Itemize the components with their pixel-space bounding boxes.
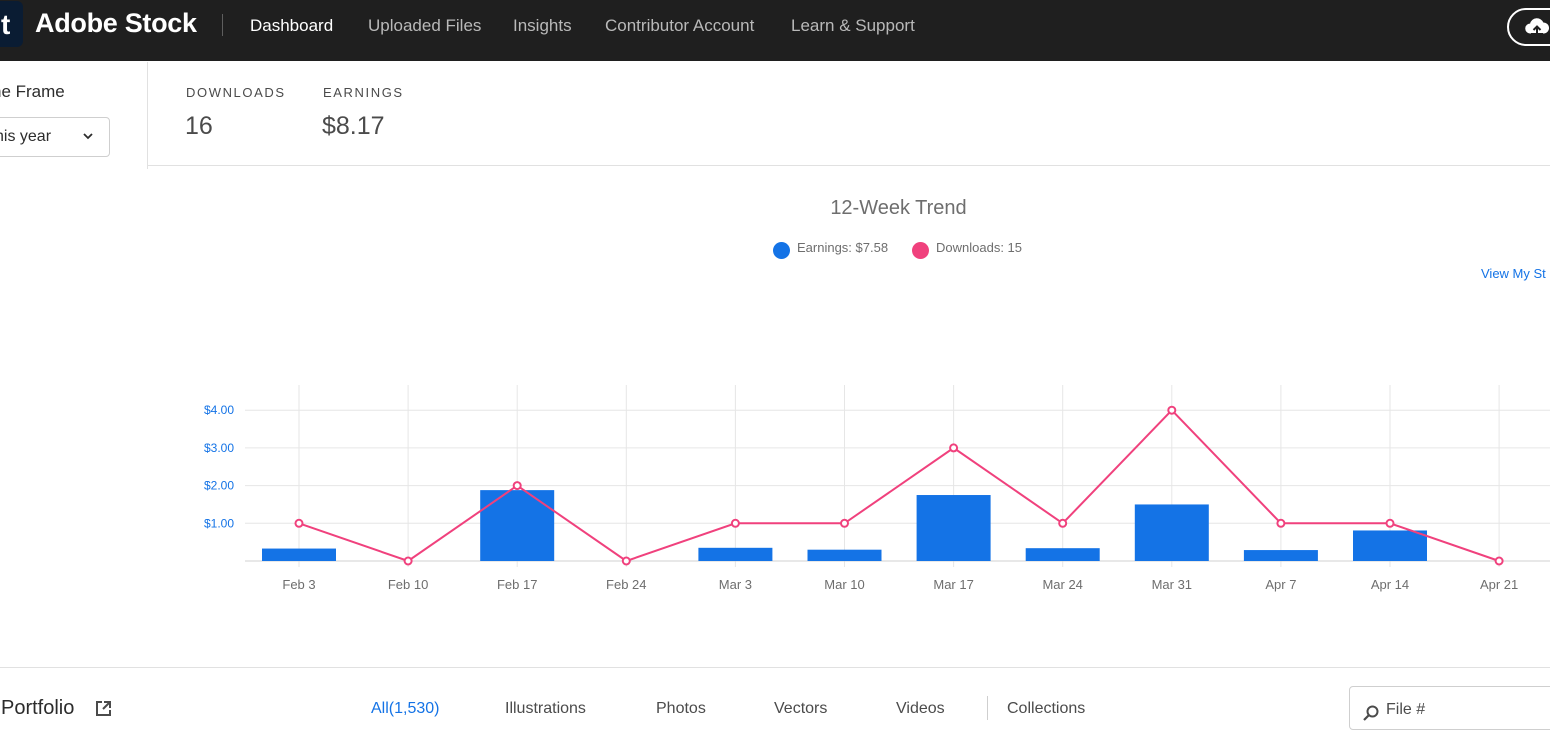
x-tick-label: Mar 24 [1042,577,1082,592]
x-tick-label: Feb 24 [606,577,646,592]
earnings-label: EARNINGS [323,85,404,100]
downloads-label: DOWNLOADS [186,85,286,100]
portfolio-divider [0,667,1550,668]
downloads-point[interactable] [1385,518,1395,528]
earnings-bar[interactable] [1025,548,1100,561]
stats-bottom-divider [148,165,1550,166]
downloads-line [298,408,1500,563]
file-search-input[interactable] [1386,701,1546,719]
earnings-value: $8.17 [322,112,385,140]
x-tick-label: Mar 3 [719,577,752,592]
file-search-box[interactable] [1349,686,1550,730]
downloads-point[interactable] [730,518,740,528]
adobe-stock-logo[interactable]: t [0,1,23,47]
downloads-legend-dot [912,242,929,259]
earnings-bar[interactable] [807,549,882,561]
x-tick-label: Feb 3 [282,577,315,592]
x-tick-label: Feb 10 [388,577,428,592]
x-tick-label: Apr 14 [1371,577,1409,592]
earnings-bar[interactable] [262,548,336,561]
tab-vectors[interactable]: Vectors [774,700,828,717]
earnings-legend-dot [773,242,790,259]
trend-chart: $1.00 $2.00 $3.00 $4.00 Feb 3 Feb 10 Feb 17 Feb… [204,385,1550,592]
tab-videos[interactable]: Videos [896,700,945,717]
earnings-bar[interactable] [1134,504,1209,561]
x-tick-label: Apr 21 [1480,577,1518,592]
downloads-point[interactable] [840,518,849,528]
top-nav-bar: t Adobe Stock Dashboard Uploaded Files I… [0,0,1550,61]
downloads-point[interactable] [621,556,631,566]
earnings-bar[interactable] [698,547,773,561]
time-frame-select[interactable]: his year [0,117,110,157]
view-my-stats-link[interactable]: View My St [1481,266,1546,281]
y-tick-label: $1.00 [204,516,234,530]
brand-name[interactable]: Adobe Stock [35,8,197,38]
nav-uploaded-files[interactable]: Uploaded Files [368,16,482,35]
time-frame-value: his year [0,128,52,145]
downloads-legend-label[interactable]: Downloads: 15 [936,240,1022,255]
nav-insights[interactable]: Insights [513,16,572,35]
x-tick-label: Mar 17 [933,577,973,592]
time-frame-label: ne Frame [0,82,65,101]
y-tick-label: $2.00 [204,479,234,493]
nav-learn-support[interactable]: Learn & Support [791,16,915,35]
portfolio-title: Portfolio [1,697,75,719]
tab-collections[interactable]: Collections [1007,700,1086,717]
earnings-legend-label[interactable]: Earnings: $7.58 [797,240,889,255]
downloads-value: 16 [185,112,213,140]
tab-all[interactable]: All(1,530) [371,700,440,717]
search-icon [1363,705,1379,721]
tab-photos[interactable]: Photos [656,700,706,717]
downloads-point[interactable] [403,556,413,566]
upload-button[interactable] [1507,8,1550,46]
downloads-point[interactable] [1167,405,1177,415]
chevron-down-icon [83,133,93,140]
nav-divider [222,14,223,36]
x-tick-label: Apr 7 [1265,577,1296,592]
logo-letter: t [1,9,11,40]
x-tick-label: Feb 17 [497,577,537,592]
earnings-bar[interactable] [480,490,555,561]
chart-title: 12-Week Trend [830,197,967,219]
y-tick-label: $4.00 [204,403,234,417]
stats-divider [147,62,148,169]
tab-divider [987,696,988,720]
y-tick-label: $3.00 [204,441,234,455]
tab-illustrations[interactable]: Illustrations [505,700,586,717]
earnings-bar[interactable] [916,495,991,561]
downloads-point[interactable] [294,518,304,528]
downloads-point[interactable] [1494,556,1504,566]
x-tick-label: Mar 10 [824,577,864,592]
cloud-upload-icon [1525,18,1549,36]
external-link-icon[interactable] [95,700,112,717]
downloads-point[interactable] [1058,518,1068,528]
nav-dashboard[interactable]: Dashboard [250,16,334,35]
downloads-point[interactable] [1276,518,1286,528]
downloads-point[interactable] [512,481,522,491]
nav-contributor-account[interactable]: Contributor Account [605,16,755,35]
x-tick-label: Mar 31 [1152,577,1192,592]
earnings-bar[interactable] [1353,530,1427,561]
earnings-bar[interactable] [1243,550,1318,561]
downloads-point[interactable] [949,443,959,453]
